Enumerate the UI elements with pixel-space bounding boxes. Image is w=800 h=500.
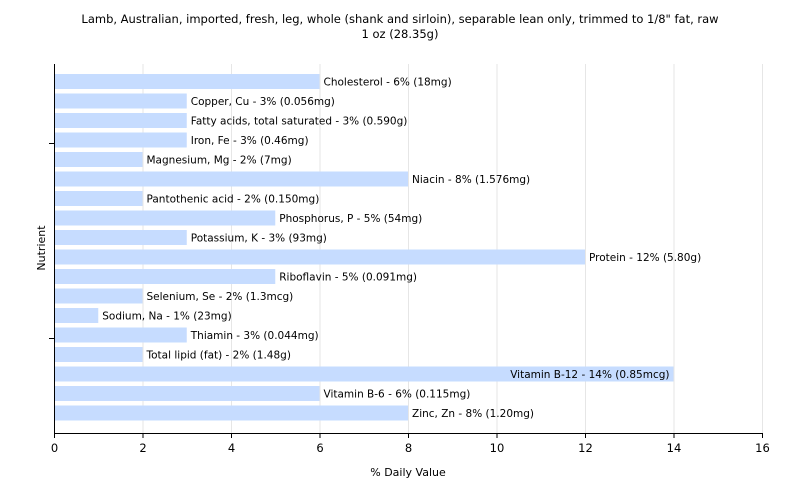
bar — [55, 74, 320, 89]
x-tick-label: 16 — [755, 441, 770, 455]
bar — [55, 152, 143, 167]
bar-label: Sodium, Na - 1% (23mg) — [102, 311, 231, 323]
bar-label: Fatty acids, total saturated - 3% (0.590… — [191, 116, 408, 128]
chart-subtitle: 1 oz (28.35g) — [361, 27, 439, 41]
chart-title: Lamb, Australian, imported, fresh, leg, … — [0, 12, 800, 42]
bars — [55, 74, 674, 421]
bar — [55, 366, 674, 382]
x-tick-label: 4 — [228, 441, 235, 455]
x-tick-label: 10 — [490, 441, 505, 455]
bar-label: Vitamin B-6 - 6% (0.115mg) — [324, 389, 471, 401]
bar-label: Iron, Fe - 3% (0.46mg) — [191, 135, 309, 147]
x-tick-label: 0 — [51, 441, 58, 455]
bar-label: Niacin - 8% (1.576mg) — [412, 174, 530, 186]
bar — [55, 113, 187, 128]
x-tick-label: 8 — [405, 441, 412, 455]
x-ticks: 0 2 4 6 8 10 12 14 16 — [51, 433, 770, 455]
bar-label: Riboflavin - 5% (0.091mg) — [279, 272, 417, 284]
chart-title-line: Lamb, Australian, imported, fresh, leg, … — [81, 12, 719, 26]
x-tick-label: 6 — [316, 441, 323, 455]
bar-label: Phosphorus, P - 5% (54mg) — [279, 213, 422, 225]
bar-label: Zinc, Zn - 8% (1.20mg) — [412, 408, 534, 420]
bar — [55, 386, 320, 401]
bar-label: Copper, Cu - 3% (0.056mg) — [191, 96, 335, 108]
bar — [55, 327, 187, 343]
bar — [55, 347, 143, 362]
bar-label: Potassium, K - 3% (93mg) — [191, 233, 327, 245]
x-axis-title: % Daily Value — [370, 466, 446, 479]
bar-label: Selenium, Se - 2% (1.3mcg) — [147, 291, 294, 303]
bar-label: Protein - 12% (5.80g) — [589, 252, 701, 264]
bar — [55, 210, 276, 226]
bar — [55, 269, 276, 284]
y-axis-title: Nutrient — [35, 225, 48, 271]
x-tick-label: 12 — [578, 441, 593, 455]
bar-labels: Cholesterol - 6% (18mg) Copper, Cu - 3% (… — [102, 77, 701, 421]
bar — [55, 405, 408, 421]
bar — [55, 288, 143, 304]
bar-label: Pantothenic acid - 2% (0.150mg) — [147, 194, 320, 206]
bar — [55, 93, 187, 109]
bar — [55, 132, 187, 148]
bar — [55, 230, 187, 245]
x-tick-label: 2 — [139, 441, 146, 455]
bar — [55, 308, 99, 323]
bar-label: Magnesium, Mg - 2% (7mg) — [147, 155, 292, 167]
bar-label: Vitamin B-12 - 14% (0.85mcg) — [510, 369, 669, 381]
bar-label: Total lipid (fat) - 2% (1.48g) — [146, 350, 291, 362]
bar — [55, 191, 143, 206]
x-tick-label: 14 — [667, 441, 682, 455]
bar — [55, 171, 408, 187]
bar-label: Cholesterol - 6% (18mg) — [324, 77, 452, 89]
bar-label: Thiamin - 3% (0.044mg) — [190, 330, 319, 342]
bar — [55, 249, 585, 265]
